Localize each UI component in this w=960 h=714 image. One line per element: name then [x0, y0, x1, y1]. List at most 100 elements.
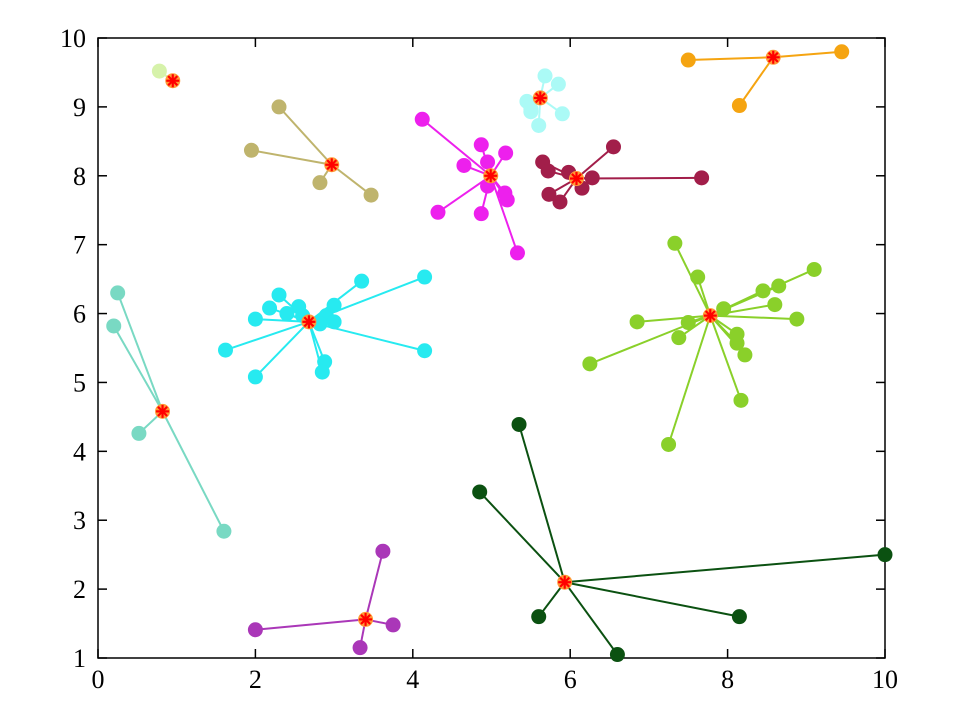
centroid-asterisk-stroke	[767, 51, 779, 63]
data-point	[531, 609, 547, 625]
plot-area	[97, 37, 886, 659]
plot-frame	[97, 37, 886, 659]
y-tick-label: 4	[73, 437, 86, 466]
data-point	[680, 315, 696, 331]
data-point	[262, 300, 278, 316]
centroid-asterisk-stroke	[303, 316, 315, 328]
cluster-link-line	[254, 321, 310, 378]
data-point	[110, 285, 126, 301]
y-tick-label: 9	[73, 93, 86, 122]
cluster-link-line	[251, 149, 332, 166]
data-point	[106, 318, 122, 334]
centroid-asterisk-stroke	[360, 614, 371, 625]
y-tick-label: 8	[73, 162, 86, 191]
data-point	[473, 137, 489, 153]
x-tick-label: 10	[872, 665, 898, 694]
data-point	[671, 330, 687, 346]
data-point	[877, 547, 893, 563]
cluster-link-line	[278, 106, 333, 166]
data-point	[417, 343, 433, 359]
cluster-points	[106, 44, 893, 663]
data-point	[314, 364, 330, 380]
data-point	[537, 68, 553, 84]
data-point	[694, 170, 710, 186]
data-point	[472, 484, 488, 500]
cluster-link-line	[667, 315, 712, 445]
data-point	[680, 52, 696, 68]
cluster-link-line	[255, 618, 366, 631]
data-point	[541, 186, 557, 202]
data-point	[414, 111, 430, 127]
data-point	[789, 311, 805, 327]
cluster-link-line	[308, 320, 425, 352]
data-point	[531, 117, 547, 133]
data-point	[326, 314, 342, 330]
y-tick-label: 5	[73, 368, 86, 397]
data-point	[582, 356, 598, 372]
data-point	[375, 543, 391, 559]
data-point	[552, 194, 568, 210]
cluster-link-line	[575, 146, 615, 180]
cluster-link-line	[564, 553, 886, 584]
centroid-asterisk-stroke	[534, 92, 546, 104]
centroid-asterisk-stroke	[485, 170, 497, 182]
cluster-link-line	[710, 314, 797, 321]
data-point	[498, 145, 514, 161]
data-point	[131, 425, 147, 441]
data-point	[523, 104, 539, 120]
data-point	[271, 287, 287, 303]
y-tick-label: 2	[73, 575, 86, 604]
data-point	[217, 342, 233, 358]
cluster-link-line	[112, 325, 164, 412]
cluster-centroids	[155, 49, 781, 627]
y-axis: 1 2 3 4 5 6 7 8 9 10	[60, 24, 885, 673]
data-point	[509, 245, 525, 261]
cluster-link-line	[738, 56, 775, 107]
data-point	[806, 261, 822, 277]
cluster-link-line	[563, 581, 619, 656]
data-point	[511, 416, 527, 432]
y-tick-label: 6	[73, 300, 86, 329]
data-point	[716, 301, 732, 317]
data-point	[731, 98, 747, 114]
data-point	[473, 206, 489, 222]
data-point	[430, 204, 446, 220]
centroid-asterisk-stroke	[326, 159, 338, 171]
data-point	[690, 269, 706, 285]
data-point	[661, 436, 677, 452]
data-point	[733, 392, 749, 408]
centroid-asterisk-stroke	[571, 173, 582, 184]
x-tick-label: 4	[406, 665, 419, 694]
x-axis: 0 2 4 6 8 10	[92, 38, 898, 694]
centroid-asterisk-stroke	[167, 75, 179, 87]
data-point	[771, 278, 787, 294]
data-point	[352, 640, 368, 656]
cluster-link-line	[161, 410, 225, 532]
data-point	[729, 335, 745, 351]
y-tick-label: 10	[60, 24, 86, 53]
data-point	[667, 235, 683, 251]
centroid-asterisk-stroke	[704, 310, 716, 321]
data-point	[609, 647, 625, 663]
data-point	[554, 106, 570, 122]
data-point	[456, 157, 472, 173]
data-point	[767, 297, 783, 313]
data-point	[731, 609, 747, 625]
cluster-link-line	[364, 550, 384, 620]
data-point	[540, 163, 556, 179]
data-point	[243, 142, 259, 158]
x-tick-label: 6	[564, 665, 577, 694]
cluster-link-line	[709, 315, 742, 401]
data-point	[737, 347, 753, 363]
data-point	[247, 311, 263, 327]
centroid-asterisk-stroke	[559, 576, 571, 588]
data-point	[499, 192, 515, 208]
cluster-link-line	[331, 163, 372, 196]
data-point	[326, 297, 342, 313]
cluster-link-line	[773, 50, 842, 59]
cluster-link-line	[478, 491, 566, 583]
y-tick-label: 7	[73, 231, 86, 260]
cluster-link-line	[116, 292, 164, 412]
cluster-link-line	[637, 314, 711, 323]
